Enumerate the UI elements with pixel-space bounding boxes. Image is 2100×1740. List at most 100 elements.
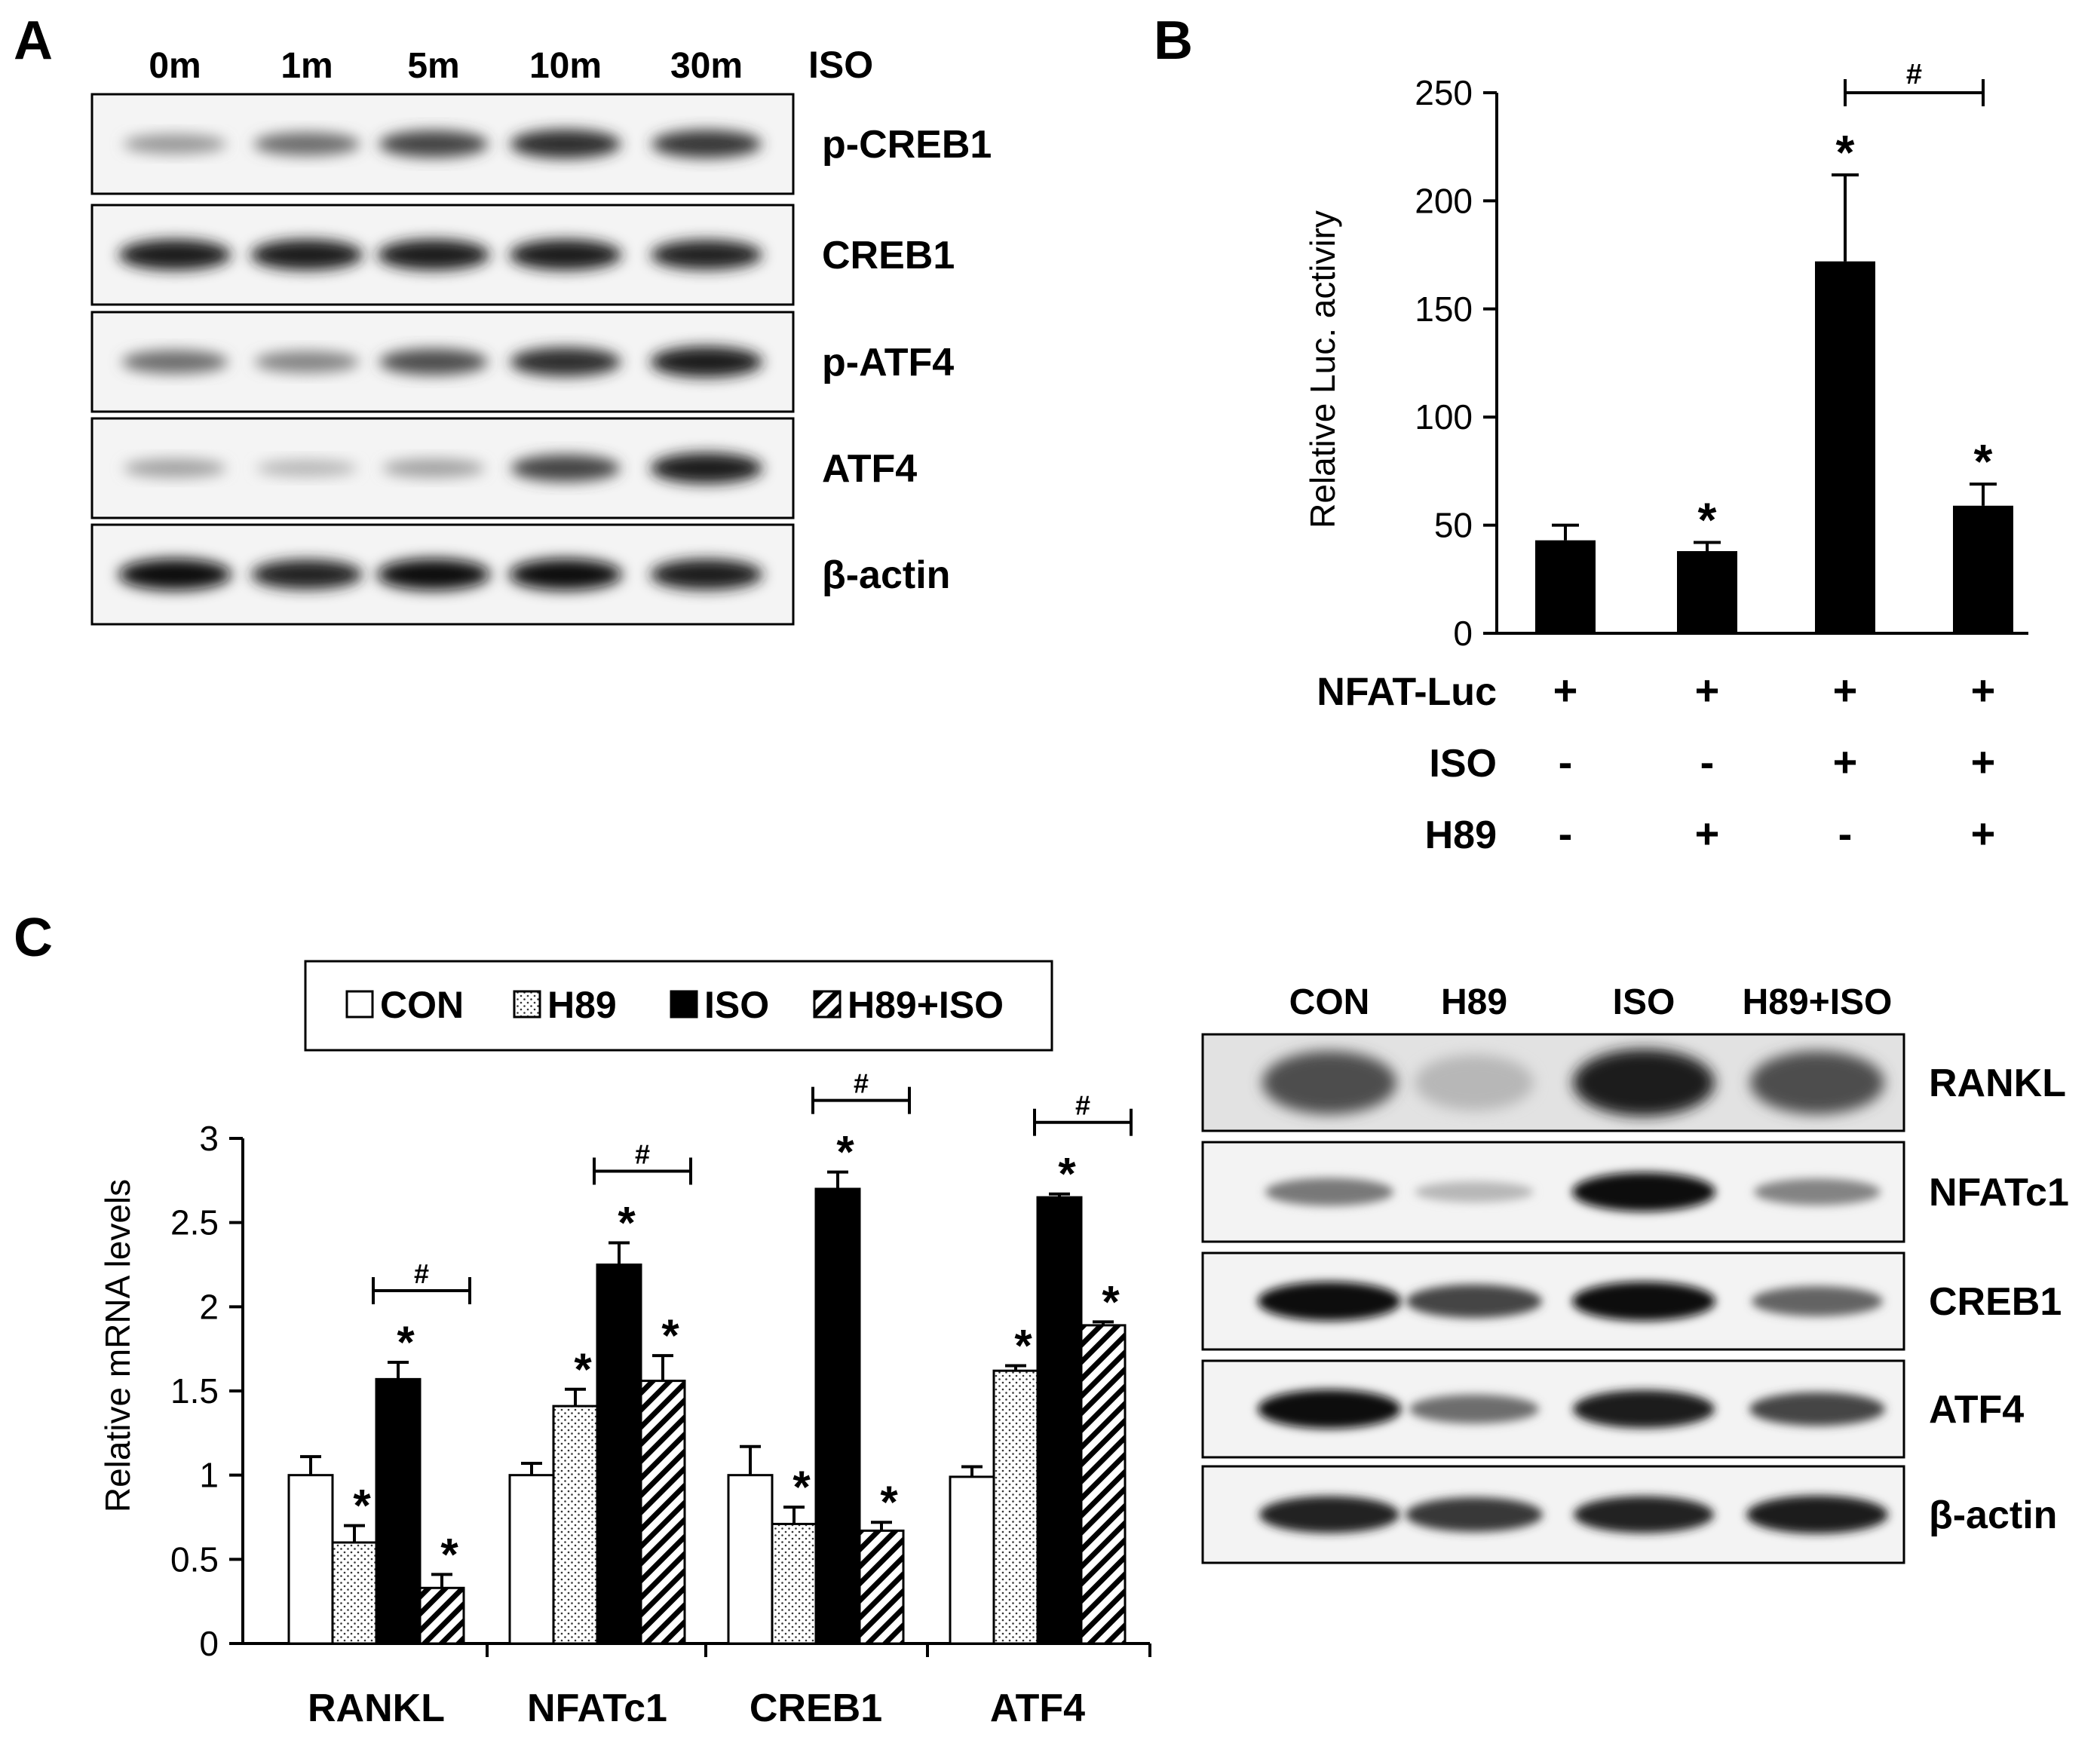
blot-band [1754, 1178, 1881, 1205]
panel-a: A 0m 1m 5m 10m 30m ISO p-CREB1 CREB1 p-ATF4 ATF… [14, 11, 992, 626]
x-tick-label-3: ATF4 [990, 1686, 1085, 1730]
blot-band [379, 130, 489, 158]
bar-ATF4-CON [949, 1475, 995, 1645]
legend-swatch-3 [813, 990, 842, 1019]
condition-mark: + [1833, 666, 1858, 714]
legend-label-2: ISO [704, 984, 769, 1026]
y-tick-label: 0.5 [170, 1539, 219, 1579]
legend-label-3: H89+ISO [848, 984, 1004, 1026]
bar-ATF4-H89+ISO [1080, 1324, 1127, 1645]
y-tick-label: 2.5 [170, 1203, 219, 1242]
timepoint-header-0: 0m [149, 46, 201, 86]
blot-band [1262, 1051, 1396, 1114]
blot-band [650, 346, 763, 378]
bracket-label-0: # [1906, 59, 1922, 90]
bar-0 [1535, 540, 1596, 633]
y-tick-label: 1 [199, 1456, 219, 1495]
blot-label: RANKL [1929, 1061, 2066, 1105]
bracket-label-2: # [854, 1068, 869, 1099]
significance-mark-3: * [1974, 434, 1993, 489]
significance-mark: * [1058, 1149, 1076, 1199]
condition-mark: + [1833, 738, 1858, 786]
blot-band [651, 130, 762, 158]
significance-mark-1: * [1698, 493, 1717, 547]
blot-label: ATF4 [822, 447, 917, 491]
blot-band [251, 559, 363, 590]
condition-mark: - [1700, 738, 1715, 786]
blot-band [650, 452, 763, 484]
significance-mark: * [792, 1462, 811, 1512]
bracket-label-3: # [1075, 1090, 1090, 1121]
blot-band [510, 347, 621, 377]
y-tick-label: 1.5 [170, 1371, 219, 1411]
significance-mark: * [574, 1344, 592, 1395]
significance-mark: * [880, 1477, 898, 1527]
significance-mark: * [661, 1310, 679, 1361]
blot-band [1572, 1172, 1715, 1212]
bar-3 [1953, 505, 2013, 633]
legend-swatch-2 [670, 990, 698, 1019]
blot-band [1409, 1394, 1539, 1424]
blot-band [1750, 1051, 1884, 1114]
panel-b-letter: B [1154, 11, 1193, 71]
condition-mark: + [1971, 810, 1996, 857]
blot-band [118, 559, 231, 590]
legend-label-0: CON [380, 984, 464, 1026]
blot-band [1406, 1497, 1543, 1532]
bar-CREB1-CON [727, 1474, 774, 1645]
condition-mark: - [1559, 738, 1573, 786]
blot-band [1573, 1049, 1715, 1117]
bar-NFATc1-ISO [596, 1264, 642, 1645]
y-tick-label: 3 [199, 1119, 219, 1158]
condition-mark: + [1553, 666, 1578, 714]
blot-band [1406, 1284, 1542, 1319]
blot-band [123, 133, 227, 155]
bar-NFATc1-H89+ISO [639, 1380, 686, 1645]
blot-band [651, 240, 762, 270]
blot-band [382, 458, 485, 478]
x-tick-label-2: CREB1 [750, 1686, 882, 1730]
blot-label: β-actin [1929, 1493, 2057, 1537]
significance-mark: * [618, 1197, 636, 1248]
blot-band [510, 455, 621, 482]
blot-band [509, 559, 622, 590]
panel-a-timepoint-headers: 0m 1m 5m 10m 30m [149, 46, 743, 86]
condition-mark: + [1971, 738, 1996, 786]
timepoint-header-2: 5m [407, 46, 459, 86]
y-tick-label: 150 [1415, 289, 1473, 329]
panel-b-luciferase-chart: 0 50 100 150 200 250 * * * # [1415, 59, 2028, 653]
blot-label: CREB1 [1929, 1280, 2062, 1324]
significance-mark: * [1102, 1276, 1120, 1327]
condition-row-label-0: NFAT-Luc [1317, 670, 1497, 714]
blot-band [1574, 1496, 1714, 1533]
panel-b-condition-table: NFAT-Luc ISO H89 + - - + - + + + - + + + [1317, 666, 1995, 857]
blot-row-2: p-ATF4 [90, 311, 954, 413]
blot-band [1415, 1055, 1534, 1110]
legend-swatch-1 [513, 990, 541, 1019]
y-tick-label: 200 [1415, 181, 1473, 220]
blot-row-1: NFATc1 [1201, 1141, 2069, 1243]
blot-label: p-CREB1 [822, 123, 992, 167]
blot-row-1: CREB1 [90, 204, 955, 306]
bar-NFATc1-H89 [552, 1405, 599, 1645]
timepoint-header-3: 10m [529, 46, 602, 86]
bar-RANKL-H89 [331, 1541, 378, 1645]
blot-header-0: CON [1289, 982, 1370, 1022]
blot-band [254, 351, 360, 373]
panel-c-legend: CON H89 ISO H89+ISO [304, 960, 1053, 1052]
condition-row-label-2: H89 [1425, 813, 1497, 857]
panel-c-mrna-chart: 0 0.5 1 1.5 2 2.5 3 * * * RANKL * * * NFATc1 * * * CREB1 * *… [170, 1068, 1151, 1730]
blot-band [1265, 1178, 1393, 1206]
y-tick-label: 0 [1453, 614, 1473, 653]
blot-label: p-ATF4 [822, 341, 954, 384]
significance-mark: * [836, 1127, 854, 1178]
blot-header-1: H89 [1441, 982, 1507, 1022]
panel-a-treatment-label: ISO [808, 44, 873, 86]
blot-band [1746, 1495, 1888, 1534]
condition-mark: + [1695, 666, 1720, 714]
bar-1 [1677, 551, 1737, 633]
panel-c-blot-headers: CON H89 ISO H89+ISO [1289, 982, 1893, 1022]
blot-band [1752, 1286, 1883, 1316]
blot-band [1573, 1389, 1715, 1429]
